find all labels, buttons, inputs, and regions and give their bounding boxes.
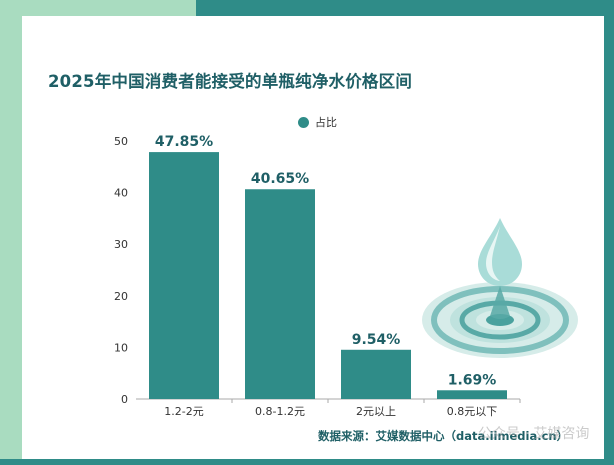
frame-top-right-stripe bbox=[196, 0, 614, 16]
frame-top-left-stripe bbox=[0, 0, 196, 16]
bar bbox=[341, 349, 411, 399]
frame-bottom-stripe bbox=[0, 459, 614, 465]
chart-bars bbox=[149, 152, 507, 399]
watermark: 公众号 · 艾媒咨询 bbox=[478, 426, 590, 442]
data-source: 数据来源：艾媒数据中心（data.iimedia.cn） bbox=[318, 429, 569, 443]
data-label: 47.85% bbox=[155, 134, 213, 150]
chart-title: 2025年中国消费者能接受的单瓶纯净水价格区间 bbox=[48, 72, 413, 91]
x-tick-label: 0.8元以下 bbox=[447, 405, 498, 418]
y-tick-label: 40 bbox=[114, 187, 128, 200]
y-tick-label: 0 bbox=[121, 393, 128, 406]
water-drop-ripple-icon bbox=[422, 218, 578, 358]
chart-data-labels: 47.85% 40.65% 9.54% 1.69% bbox=[155, 134, 496, 388]
y-tick-label: 20 bbox=[114, 290, 128, 303]
frame-left-stripe bbox=[0, 0, 22, 465]
x-tick-label: 0.8-1.2元 bbox=[255, 405, 305, 418]
bar bbox=[149, 152, 219, 399]
bar bbox=[437, 390, 507, 399]
y-tick-label: 50 bbox=[114, 135, 128, 148]
x-tick-label: 2元以上 bbox=[356, 405, 396, 418]
legend-label: 占比 bbox=[315, 116, 337, 129]
x-tick-label: 1.2-2元 bbox=[164, 405, 203, 418]
y-tick-label: 10 bbox=[114, 341, 128, 354]
bar bbox=[245, 189, 315, 399]
data-label: 40.65% bbox=[251, 171, 309, 187]
data-label: 9.54% bbox=[352, 332, 401, 348]
frame-right-stripe bbox=[604, 0, 614, 465]
legend-swatch bbox=[298, 116, 309, 128]
y-tick-label: 30 bbox=[114, 238, 128, 251]
data-label: 1.69% bbox=[448, 372, 497, 388]
legend: 占比 bbox=[298, 114, 337, 130]
